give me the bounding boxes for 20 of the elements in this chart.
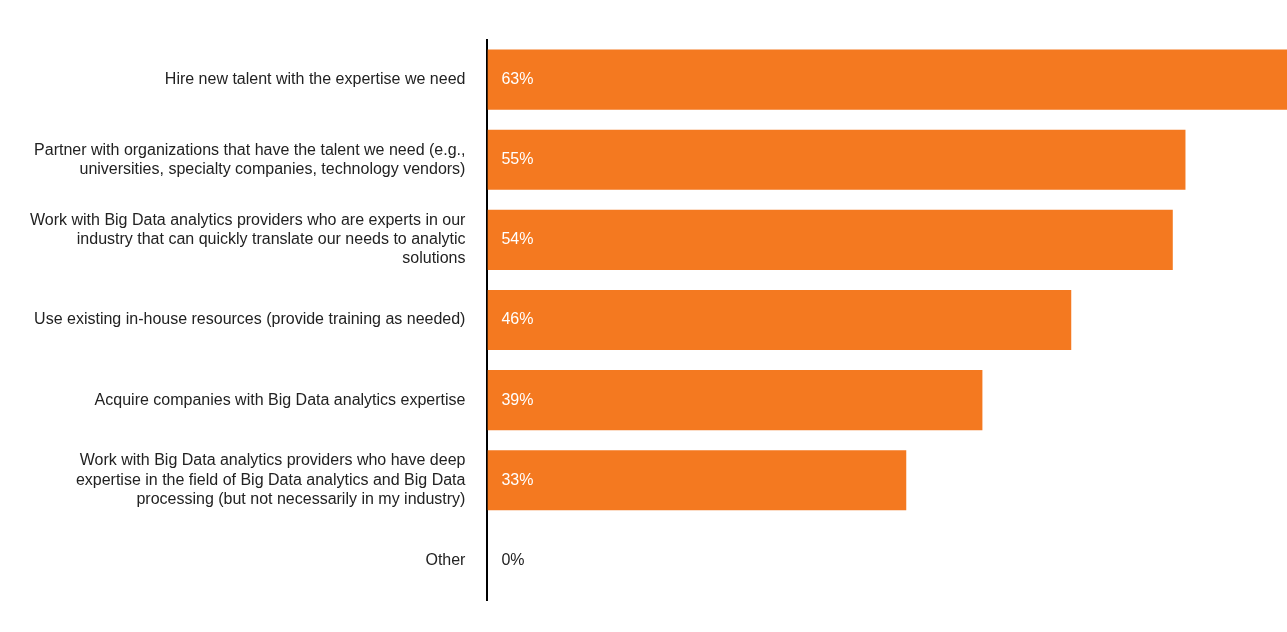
data-label: 55% (501, 150, 534, 168)
y-tick-label: Work with Big Data analytics providers who have deep expertise in the field of Big Data analytics and Big Data processing (but not necessarily in my industry) (75, 451, 466, 507)
data-label: 54% (501, 230, 534, 248)
y-tick-label: Work with Big Data analytics providers who are experts in our industry that can quickly translate our needs to analytic solutions (29, 211, 467, 267)
data-label: 0% (501, 550, 525, 568)
y-tick-label: Acquire companies with Big Data analytics expertise (94, 390, 466, 408)
data-label: 46% (501, 310, 534, 328)
data-label: 33% (501, 470, 534, 488)
bar (487, 370, 983, 431)
data-label: 39% (501, 390, 534, 408)
bar (487, 49, 1287, 110)
y-tick-label: Other (425, 550, 467, 568)
data-label: 63% (501, 70, 534, 88)
bar (487, 450, 907, 511)
bar (487, 209, 1173, 270)
y-tick-label: Use existing in-house resources (provide training as needed) (34, 310, 466, 328)
bar (487, 129, 1186, 190)
y-tick-label: Partner with organizations that have the talent we need (e.g., universities, specialty companies, technology vendors) (34, 140, 466, 177)
bar (487, 289, 1072, 351)
y-tick-label: Hire new talent with the expertise we need (164, 70, 466, 88)
